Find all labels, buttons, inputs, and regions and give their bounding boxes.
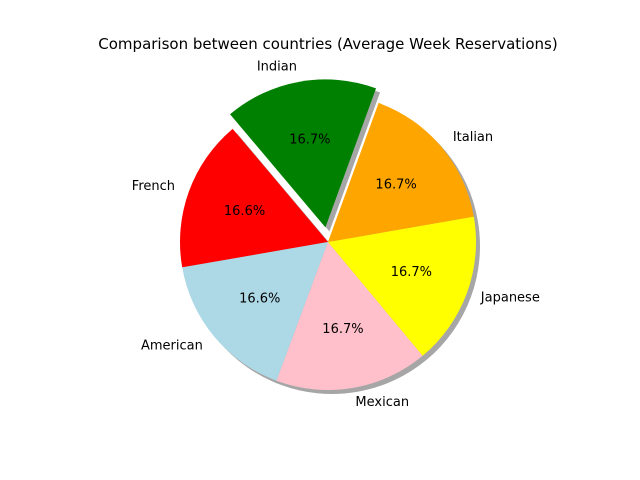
pie-slice-american (182, 242, 328, 381)
slice-label-japanese: Japanese (480, 291, 540, 306)
pie-slice-japanese (328, 216, 476, 356)
pie-slice-indian (230, 79, 377, 228)
pie-slice-mexican (276, 242, 423, 391)
pie-slice-italian (328, 102, 474, 242)
chart-title: Comparison between countries (Average We… (98, 35, 557, 53)
slice-label-mexican: Mexican (355, 395, 409, 410)
slice-label-french: French (132, 179, 175, 194)
slice-label-american: American (141, 339, 203, 354)
pie-slice-layer (180, 79, 476, 391)
slice-label-italian: Italian (453, 130, 493, 145)
percent-label-japanese: 16.7% (391, 265, 432, 280)
slice-label-indian: Indian (257, 60, 297, 75)
pie-slice-french (180, 128, 328, 268)
percent-label-italian: 16.7% (375, 177, 416, 192)
percent-label-french: 16.6% (224, 204, 265, 219)
percent-label-mexican: 16.7% (322, 322, 363, 337)
pie-label-layer: Indian 16.7% French 16.6% American 16.6% Mexic… (132, 60, 540, 410)
percent-label-american: 16.6% (239, 291, 280, 306)
percent-label-indian: 16.7% (289, 132, 330, 147)
